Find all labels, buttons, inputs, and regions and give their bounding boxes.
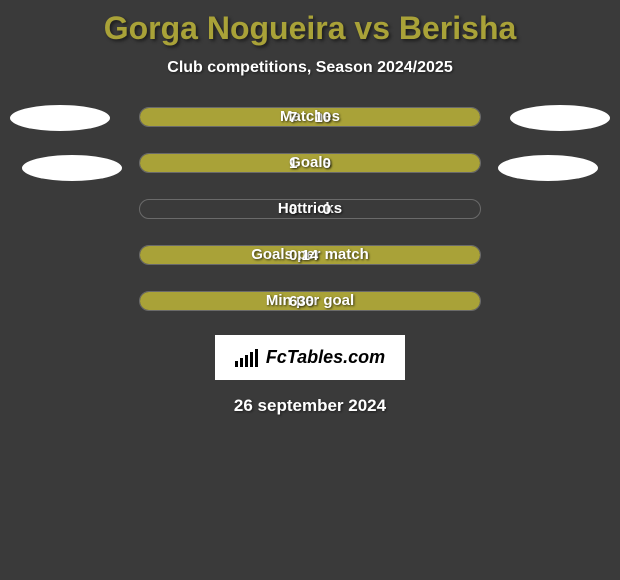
icon-bar bbox=[240, 358, 243, 367]
icon-bar bbox=[245, 355, 248, 367]
bar-left bbox=[140, 108, 280, 126]
stat-value-right: 0 bbox=[323, 201, 331, 218]
bar-container: Matches bbox=[139, 107, 481, 127]
stat-row: Goals1 0 bbox=[139, 153, 481, 173]
date-text: 26 september 2024 bbox=[234, 396, 386, 416]
page-subtitle: Club competitions, Season 2024/2025 bbox=[167, 59, 452, 77]
stat-row: Matches7 10 bbox=[139, 107, 481, 127]
stat-value-left: 0 bbox=[289, 201, 297, 218]
stats-rows: Matches710Goals10Hattricks00Goals per ma… bbox=[139, 107, 481, 311]
stat-row: Hattricks0 0 bbox=[139, 199, 481, 219]
stats-area: Matches710Goals10Hattricks00Goals per ma… bbox=[0, 107, 620, 311]
comparison-container: Gorga Nogueira vs Berisha Club competiti… bbox=[0, 0, 620, 416]
player-avatar-placeholder-right-2 bbox=[498, 155, 598, 181]
player-avatar-placeholder-left-2 bbox=[22, 155, 122, 181]
player-avatar-placeholder-right-1 bbox=[510, 105, 610, 131]
bar-left bbox=[140, 154, 402, 172]
stat-value-right: 10 bbox=[314, 109, 331, 126]
chart-icon bbox=[235, 349, 258, 367]
bar-right bbox=[280, 108, 480, 126]
page-title: Gorga Nogueira vs Berisha bbox=[104, 10, 517, 47]
stat-label: Hattricks bbox=[278, 200, 342, 217]
bar-right bbox=[402, 154, 480, 172]
stat-row: Goals per match0.14 bbox=[139, 245, 481, 265]
icon-bar bbox=[255, 349, 258, 367]
stat-value-left: 630 bbox=[289, 293, 314, 310]
fctables-text: FcTables.com bbox=[266, 347, 385, 368]
stat-value-left: 1 bbox=[289, 155, 297, 172]
icon-bar bbox=[250, 352, 253, 367]
stat-value-left: 0.14 bbox=[289, 247, 318, 264]
stat-value-left: 7 bbox=[289, 109, 297, 126]
bar-container: Hattricks bbox=[139, 199, 481, 219]
stat-row: Min per goal630 bbox=[139, 291, 481, 311]
bar-container: Goals bbox=[139, 153, 481, 173]
fctables-badge: FcTables.com bbox=[215, 335, 405, 380]
player-avatar-placeholder-left-1 bbox=[10, 105, 110, 131]
stat-value-right: 0 bbox=[323, 155, 331, 172]
icon-bar bbox=[235, 361, 238, 367]
